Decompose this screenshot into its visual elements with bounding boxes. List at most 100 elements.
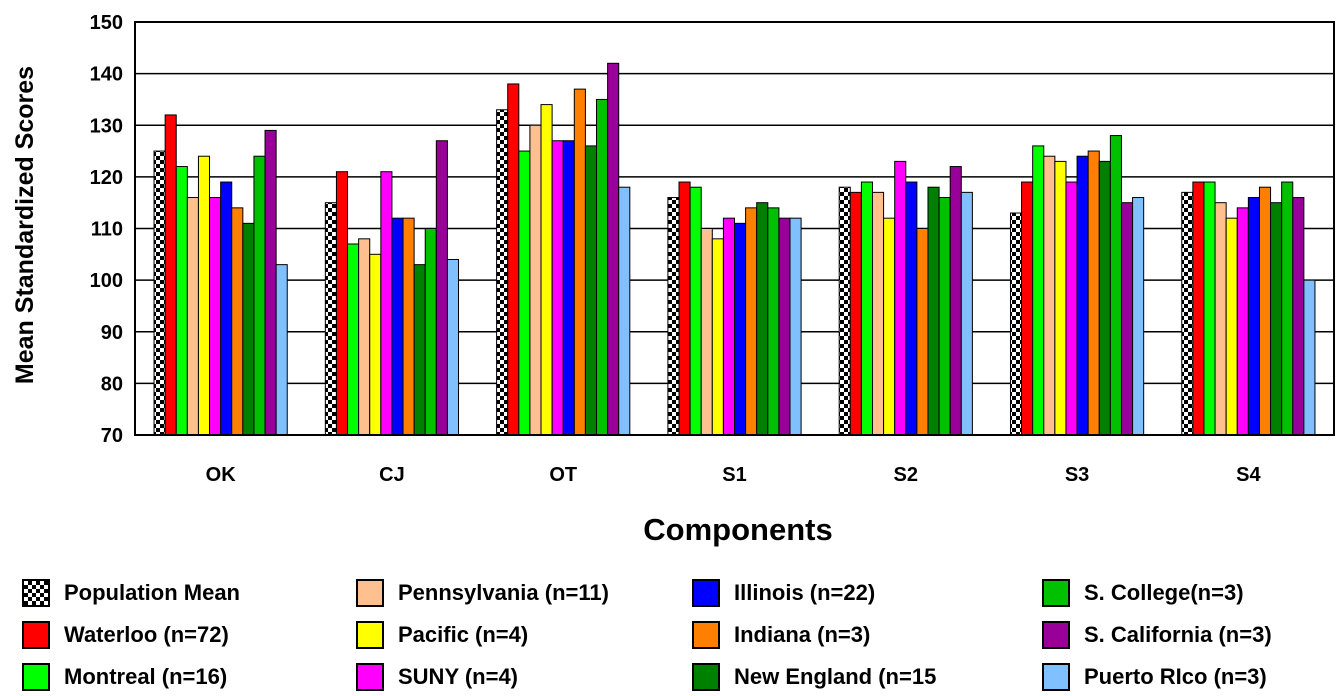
bar-s1-series-2 (689, 186, 702, 436)
bar-s1-series-5 (722, 217, 736, 436)
bar-cj-series-1 (335, 171, 349, 436)
legend-label: Pacific (n=4) (398, 622, 529, 647)
bar-ot-series-10 (607, 62, 620, 436)
legend-swatch (692, 579, 720, 607)
legend-item: S. California (n=3) (1042, 620, 1272, 650)
bar-s3-series-6 (1076, 155, 1089, 436)
legend-label: Indiana (n=3) (734, 622, 871, 647)
bar-cj-series-3 (358, 238, 371, 436)
bar-s1-series-8 (756, 202, 769, 436)
bar-s1-series-9 (767, 207, 780, 436)
bar-cj-series-5 (380, 171, 393, 436)
x-tick-label: CJ (379, 464, 405, 486)
y-tick-labels: 70 80 90 100 110 120 130 140 150 (90, 12, 123, 447)
legend-swatch (22, 663, 50, 691)
bar-ok-series-8 (242, 222, 255, 436)
x-axis-label: Components (643, 512, 832, 547)
bar-s4-series-10 (1292, 197, 1305, 436)
bar-cj-series-6 (391, 217, 404, 436)
bar-s2-series-10 (949, 166, 962, 436)
bar-s4-series-8 (1270, 202, 1283, 436)
bar-ok-series-11 (275, 264, 288, 436)
bar-s4-series-4 (1225, 217, 1238, 436)
legend-swatch (22, 579, 50, 607)
bar-s3-series-7 (1087, 150, 1100, 436)
bar-cj-series-4 (369, 253, 382, 436)
legend-swatch (356, 663, 384, 691)
bar-s1-series-1 (678, 181, 691, 436)
legend-item: S. College(n=3) (1042, 578, 1244, 608)
legend-item: Illinois (n=22) (692, 578, 875, 608)
x-tick-label: S2 (894, 464, 918, 486)
bar-ot-series-9 (596, 98, 609, 436)
bar-ot-series-7 (573, 88, 586, 436)
bar-s2-series-7 (916, 228, 929, 436)
bar-cj-series-11 (446, 258, 460, 436)
y-tick-label: 150 (90, 12, 123, 34)
legend-item: Waterloo (n=72) (22, 620, 229, 650)
bar-s4-series-3 (1214, 202, 1227, 436)
bar-s2-series-8 (927, 186, 940, 436)
legend-item: Pacific (n=4) (356, 620, 528, 650)
legend-label: Puerto RIco (n=3) (1084, 664, 1267, 689)
bar-ok-series-0 (153, 150, 166, 436)
bar-ot-series-8 (584, 145, 598, 436)
bar-s2-series-9 (938, 197, 951, 436)
x-tick-label: S3 (1065, 464, 1089, 486)
legend-swatch (692, 621, 720, 649)
legend-item: Puerto RIco (n=3) (1042, 662, 1267, 692)
bar-s1-series-10 (778, 217, 791, 436)
legend-label: New England (n=15 (734, 664, 937, 689)
bar-s4-series-0 (1181, 191, 1194, 436)
bar-cj-series-0 (324, 202, 337, 436)
legend-item: New England (n=15 (692, 662, 936, 692)
legend-item: Montreal (n=16) (22, 662, 227, 692)
bar-cj-series-2 (347, 243, 360, 436)
x-tick-label: OK (206, 464, 237, 486)
bar-s4-series-6 (1247, 197, 1260, 436)
bar-s1-series-0 (667, 197, 680, 436)
x-tick-label: S4 (1236, 464, 1261, 486)
legend-swatch (22, 621, 50, 649)
legend-swatch (356, 621, 384, 649)
bar-s2-series-0 (838, 186, 851, 436)
bar-s1-series-6 (734, 222, 747, 436)
legend-swatch (692, 663, 720, 691)
legend-label: Illinois (n=22) (734, 580, 876, 605)
bar-s1-series-3 (700, 228, 713, 436)
bar-ok-series-10 (264, 129, 277, 436)
legend-swatch (1042, 621, 1070, 649)
bar-s4-series-7 (1258, 186, 1272, 436)
bar-s1-series-7 (745, 207, 758, 436)
bar-s2-series-2 (860, 181, 873, 436)
bar-cj-series-8 (413, 264, 426, 436)
bar-ok-series-6 (220, 181, 233, 436)
legend: Population Mean Waterloo (n=72) Montreal (… (22, 578, 1342, 692)
bar-ok-series-1 (164, 114, 177, 436)
bar-s1-series-11 (789, 217, 802, 436)
y-axis-label: Mean Standardized Scores (11, 66, 39, 384)
bar-s3-series-3 (1043, 155, 1056, 436)
bar-s2-series-6 (905, 181, 918, 436)
bar-s2-series-5 (894, 160, 907, 436)
y-tick-label: 90 (101, 322, 123, 344)
legend-swatch (1042, 579, 1070, 607)
bar-cj-series-7 (402, 217, 415, 436)
bar-ok-series-3 (186, 197, 199, 436)
bar-cj-series-10 (435, 140, 448, 436)
legend-swatch (1042, 663, 1070, 691)
bar-s2-series-11 (960, 191, 973, 436)
legend-label: S. California (n=3) (1084, 622, 1272, 647)
y-tick-label: 140 (90, 64, 123, 86)
bar-cj-series-9 (424, 228, 437, 436)
y-tick-label: 110 (91, 219, 123, 241)
x-tick-label: OT (549, 464, 577, 486)
legend-item: Population Mean (22, 578, 240, 608)
legend-label: SUNY (n=4) (398, 664, 519, 689)
y-tick-label: 130 (90, 115, 123, 137)
bar-s2-series-1 (849, 191, 862, 436)
bar-s3-series-1 (1021, 181, 1034, 436)
bar-s4-series-5 (1236, 207, 1249, 436)
bar-ok-series-7 (231, 207, 244, 436)
bar-ot-series-11 (618, 186, 631, 436)
